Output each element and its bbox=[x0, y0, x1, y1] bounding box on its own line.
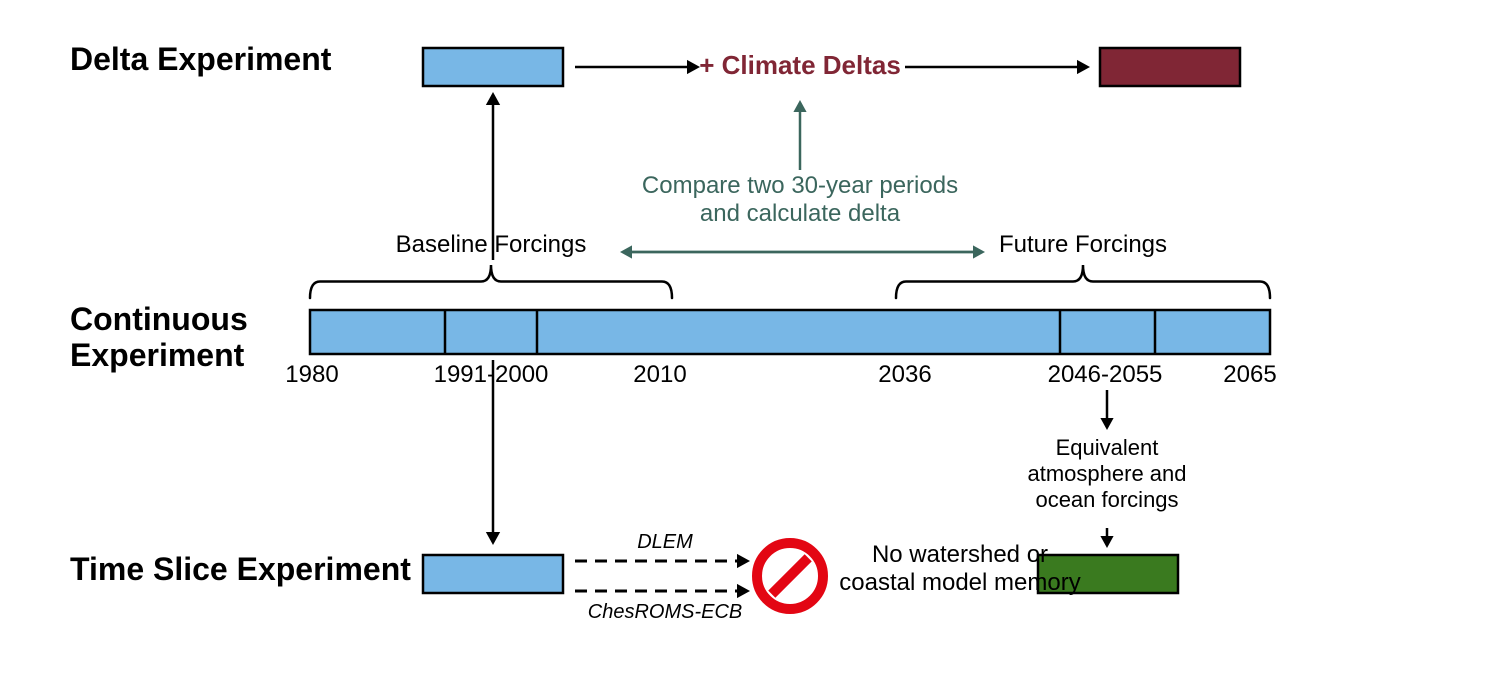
box-delta_maroon bbox=[1100, 48, 1240, 86]
heading-continuous: Continuous bbox=[70, 301, 248, 337]
compare-note: and calculate delta bbox=[700, 200, 901, 227]
timeline-tick-label: 2065 bbox=[1223, 361, 1276, 388]
timeline-tick-label: 2010 bbox=[633, 361, 686, 388]
dashed-arrow-label: ChesROMS-ECB bbox=[588, 601, 742, 623]
brace-label: Baseline Forcings bbox=[396, 231, 587, 258]
timeline-tick-label: 2046-2055 bbox=[1048, 361, 1163, 388]
timeline-bar bbox=[310, 310, 1270, 354]
equivalent-forcings-label: Equivalent bbox=[1056, 435, 1159, 460]
box-ts_blue bbox=[423, 555, 563, 593]
equivalent-forcings-label: ocean forcings bbox=[1035, 487, 1178, 512]
no-memory-label: No watershed or bbox=[872, 541, 1048, 568]
prohibit-icon-slash bbox=[772, 558, 808, 594]
box-delta_blue bbox=[423, 48, 563, 86]
heading-continuous: Experiment bbox=[70, 337, 245, 373]
heading-delta: Delta Experiment bbox=[70, 41, 332, 77]
timeline-tick-label: 1991-2000 bbox=[434, 361, 549, 388]
heading-timeslice: Time Slice Experiment bbox=[70, 551, 411, 587]
compare-note: Compare two 30-year periods bbox=[642, 172, 958, 199]
equivalent-forcings-label: atmosphere and bbox=[1028, 461, 1187, 486]
brace-label: Future Forcings bbox=[999, 231, 1167, 258]
no-memory-label: coastal model memory bbox=[839, 569, 1080, 596]
climate-deltas-label: + Climate Deltas bbox=[699, 50, 901, 80]
timeline-tick-label: 2036 bbox=[878, 361, 931, 388]
timeline-tick-label: 1980 bbox=[285, 361, 338, 388]
dashed-arrow-label: DLEM bbox=[637, 531, 693, 553]
